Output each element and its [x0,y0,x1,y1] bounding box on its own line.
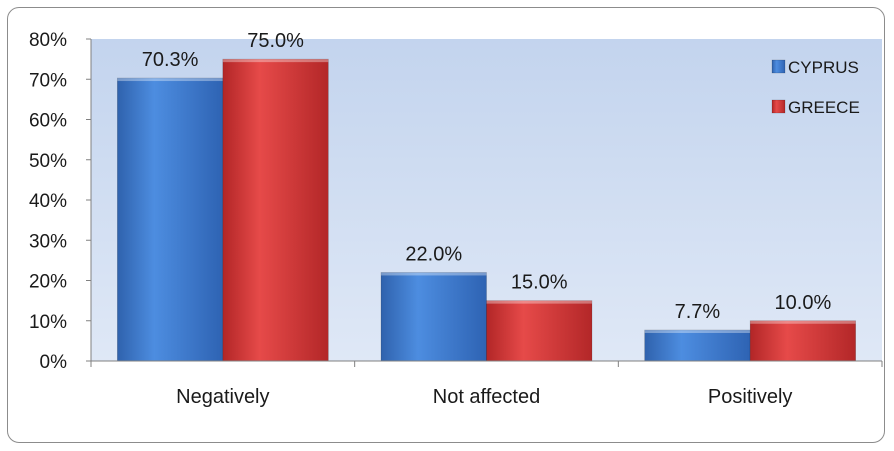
y-tick-label: 0% [40,352,68,373]
bar-highlight [644,330,751,334]
x-tick-label: Not affected [433,386,540,408]
bar-greece [749,320,856,362]
y-tick-label: 60% [29,111,67,132]
data-label: 15.0% [511,272,568,294]
bar-highlight [222,59,329,63]
bars: 70.3% 22.0% 7.7% 75.0% 15.0% 10.0% [117,30,856,362]
y-tick-label: 40% [29,191,67,212]
bar-highlight [750,320,856,324]
y-tick-label: 80% [29,30,67,51]
y-tick-label: 50% [29,151,67,172]
legend-swatch-cyprus [771,59,786,74]
bar-cyprus [644,329,751,362]
y-tick-label: 20% [29,272,67,293]
data-label: 75.0% [247,30,304,52]
y-axis: 0% 10% 20% 30% 40% 50% 60% 70% 80% [29,30,92,373]
data-label: 10.0% [775,292,832,314]
legend-label: CYPRUS [788,58,859,77]
data-label: 7.7% [675,301,721,323]
legend-label: GREECE [788,98,860,117]
data-label: 70.3% [142,49,199,71]
bar-highlight [117,78,223,82]
y-tick-label: 30% [29,231,67,252]
y-tick-label: 10% [29,312,67,333]
x-axis: Negatively Not affected Positively [90,360,883,408]
legend-swatch-greece [771,99,786,114]
bar-cyprus [380,272,487,362]
bar-greece [486,300,593,362]
x-tick-label: Negatively [176,386,269,408]
data-label: 22.0% [405,243,462,265]
bar-highlight [486,300,592,304]
y-tick-label: 70% [29,70,67,91]
legend: CYPRUS GREECE [771,58,860,117]
bar-greece [222,58,329,362]
x-tick-label: Positively [708,386,792,408]
bar-highlight [381,272,487,276]
bar-cyprus [117,77,224,362]
